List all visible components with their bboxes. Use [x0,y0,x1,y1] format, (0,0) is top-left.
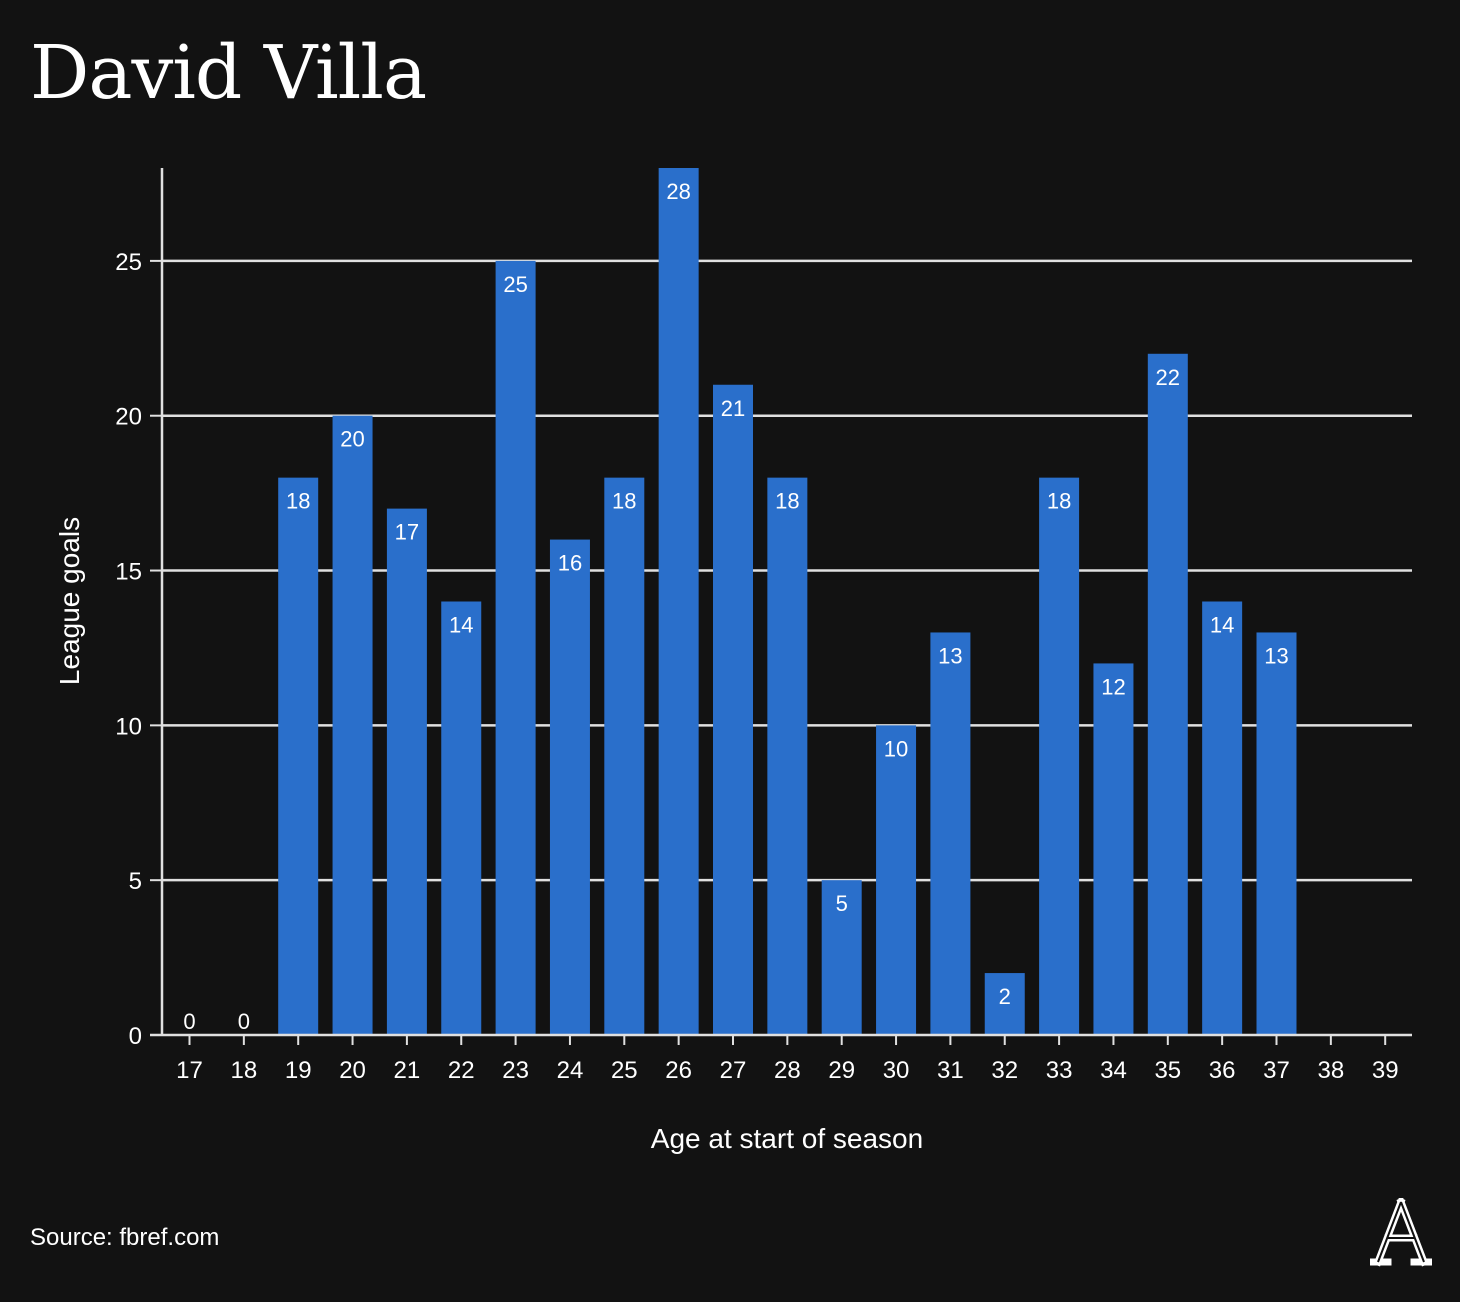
bar [332,415,373,1035]
y-tick-label: 15 [115,559,142,586]
y-tick-label: 25 [115,249,142,276]
y-tick-label: 20 [115,404,142,431]
x-tick-label: 34 [1100,1057,1127,1084]
x-tick-label: 26 [665,1057,692,1084]
bar [876,725,917,1035]
x-axis-label: Age at start of season [651,1123,923,1154]
data-label: 18 [1047,489,1071,514]
data-label: 14 [1210,613,1234,638]
x-tick-label: 29 [828,1057,855,1084]
x-tick-label: 20 [339,1057,366,1084]
data-label: 13 [938,643,962,668]
bar [1093,663,1134,1035]
athletic-a-logo-icon [1370,1198,1432,1267]
x-tick-label: 37 [1263,1057,1290,1084]
data-label: 18 [775,489,799,514]
bar [278,477,319,1036]
bar [441,601,482,1035]
data-label: 17 [395,520,419,545]
y-tick-label: 10 [115,713,142,740]
bar [1147,353,1188,1035]
x-tick-label: 25 [611,1057,638,1084]
bar [767,477,808,1036]
data-label: 13 [1264,643,1288,668]
x-tick-label: 27 [720,1057,747,1084]
bar [713,384,753,1035]
data-label: 18 [612,489,636,514]
x-tick-label: 35 [1154,1057,1181,1084]
data-label: 18 [286,489,310,514]
x-tick-label: 24 [557,1057,584,1084]
bar [984,973,1025,1035]
x-tick-label: 39 [1372,1057,1399,1084]
data-label: 5 [836,891,848,916]
x-tick-label: 22 [448,1057,475,1084]
bar [386,508,427,1035]
bar [1039,477,1080,1036]
chart-title: David Villa [30,30,427,116]
y-tick-label: 0 [129,1023,142,1050]
bar [1202,601,1243,1035]
bars [278,168,1297,1036]
data-label: 2 [999,984,1011,1009]
data-label: 12 [1101,674,1125,699]
bar [658,168,699,1035]
x-tick-label: 36 [1209,1057,1236,1084]
x-tick-label: 30 [883,1057,910,1084]
bar [821,880,862,1035]
x-tick-label: 28 [774,1057,801,1084]
data-label: 22 [1156,365,1180,390]
x-tick-label: 32 [991,1057,1018,1084]
bar [930,632,971,1035]
x-tick-label: 21 [394,1057,421,1084]
x-tick-label: 17 [176,1057,203,1084]
x-tick-label: 33 [1046,1057,1073,1084]
source-note: Source: fbref.com [30,1224,220,1251]
bar [495,260,536,1036]
x-tick-label: 23 [502,1057,529,1084]
data-label: 16 [558,551,582,576]
data-label: 10 [884,736,908,761]
x-tick-label: 18 [230,1057,257,1084]
data-label: 21 [721,396,745,421]
x-tick-label: 31 [937,1057,964,1084]
bar [549,539,590,1035]
data-label: 25 [503,272,527,297]
bar [1256,632,1297,1035]
y-axis-label: League goals [54,517,85,685]
x-tick-label: 19 [285,1057,312,1084]
data-labels: 0 0 18 20 17 14 25 16 18 28 21 18 5 10 13 2 18 12 22 14 13 [183,179,1288,1034]
data-label: 28 [666,179,690,204]
y-tick-label: 5 [129,868,142,895]
data-label: 0 [183,1009,195,1034]
data-label: 20 [340,427,364,452]
bar [604,477,645,1036]
data-label: 0 [238,1009,250,1034]
data-label: 14 [449,613,473,638]
x-tick-label: 38 [1317,1057,1344,1084]
